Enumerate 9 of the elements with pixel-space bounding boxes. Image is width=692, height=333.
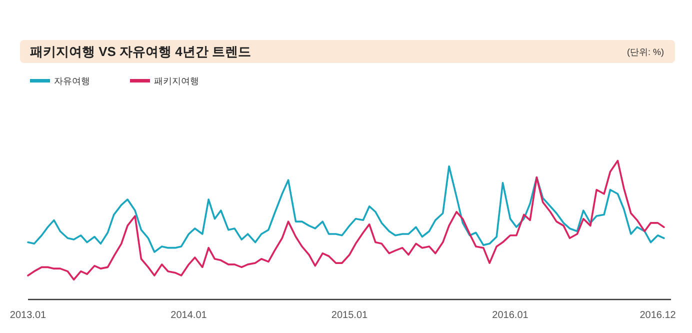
- x-tick-label: 2016.12: [640, 310, 676, 321]
- legend-label: 패키지여행: [154, 76, 199, 86]
- x-tick-label: 2016.01: [492, 310, 529, 321]
- text: (단위: %): [627, 47, 664, 57]
- x-tick-label: 2013.01: [10, 310, 47, 321]
- x-tick-label: 2015.01: [331, 310, 368, 321]
- chart-title: 패키지여행 VS 자유여행 4년간 트렌드: [30, 44, 252, 59]
- x-tick-label: 2014.01: [170, 310, 208, 321]
- legend-label: 자유여행: [54, 76, 90, 86]
